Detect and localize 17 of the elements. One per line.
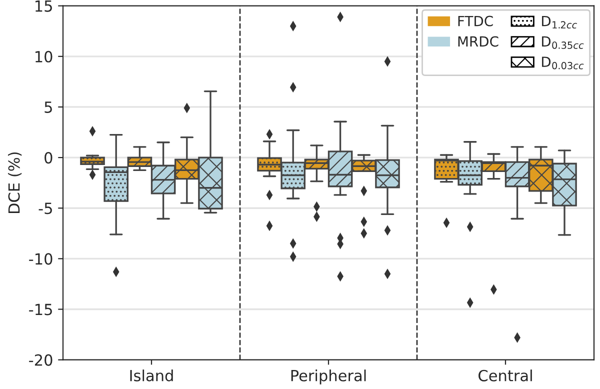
- y-tick-label: 10: [36, 50, 52, 62]
- y-tick-label: -5: [38, 202, 52, 214]
- y-tick-label: 15: [36, 0, 52, 12]
- legend-label: FTDC: [458, 16, 493, 26]
- annotation: D$_{0.03cc}$: [542, 56, 584, 70]
- x-tick-label: Island: [130, 370, 173, 382]
- y-tick-label: 5: [44, 102, 52, 113]
- y-tick-label: -20: [29, 354, 52, 366]
- annotation: D$_{0.35cc}$: [542, 36, 584, 49]
- y-tick-label: 0: [44, 152, 52, 164]
- x-tick-label: Central: [478, 370, 532, 382]
- y-tick-label: -10: [29, 253, 52, 265]
- legend-label: MRDC: [458, 36, 498, 47]
- x-tick-label: Peripheral: [291, 370, 366, 384]
- y-tick-label: -15: [29, 304, 52, 316]
- annotation: D$_{1.2cc}$: [542, 16, 577, 29]
- y-axis-title: DCE (%): [8, 152, 22, 214]
